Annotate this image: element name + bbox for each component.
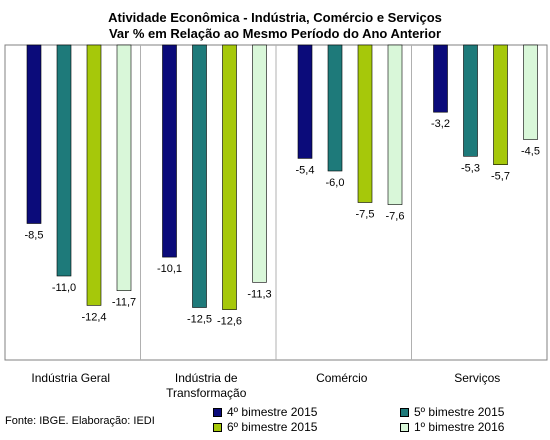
legend-item-6bim-2015: 6º bimestre 2015 (213, 420, 317, 434)
legend-item-4bim-2015: 4º bimestre 2015 (213, 405, 317, 419)
bar (493, 44, 508, 165)
bar (116, 44, 132, 291)
bar (433, 44, 448, 113)
bar (162, 44, 177, 258)
legend-label: 6º bimestre 2015 (227, 420, 318, 434)
data-label: -11,7 (112, 297, 136, 309)
category-label: Serviços (454, 371, 500, 385)
bar (26, 44, 42, 224)
data-label: -12,4 (81, 311, 106, 323)
bar (463, 44, 478, 157)
legend-item-5bim-2015: 5º bimestre 2015 (400, 405, 504, 419)
bar (192, 44, 207, 308)
data-label: -7,6 (386, 211, 405, 223)
bar (297, 44, 313, 159)
bar (222, 44, 237, 310)
data-label: -5,3 (461, 162, 480, 174)
source-note: Fonte: IBGE. Elaboração: IEDI (5, 415, 155, 427)
data-label: -11,3 (247, 288, 271, 300)
bar (523, 44, 538, 140)
chart-subtitle: Var % em Relação ao Mesmo Período do Ano… (108, 26, 442, 41)
legend-label: 4º bimestre 2015 (227, 405, 318, 419)
legend-swatch (213, 422, 222, 432)
category-label: Transformação (166, 386, 247, 400)
bar (357, 44, 373, 203)
bar (387, 44, 403, 205)
data-label: -5,4 (296, 164, 315, 176)
data-label: -7,5 (356, 209, 375, 221)
bar (327, 44, 343, 172)
legend-label: 5º bimestre 2015 (414, 405, 505, 419)
legend-swatch (213, 407, 222, 417)
data-label: -3,2 (431, 118, 450, 130)
chart-title: Atividade Econômica - Indústria, Comérci… (108, 10, 442, 25)
bar (252, 44, 267, 283)
data-label: -11,0 (52, 282, 76, 294)
bar (86, 44, 102, 306)
data-label: -12,5 (187, 314, 212, 326)
bar (56, 44, 72, 277)
category-label: Indústria de (175, 371, 238, 385)
data-label: -5,7 (491, 171, 510, 183)
legend-swatch (400, 422, 409, 432)
data-label: -6,0 (326, 177, 345, 189)
data-label: -12,6 (217, 316, 242, 328)
legend-swatch (400, 407, 409, 417)
data-label: -8,5 (25, 230, 44, 242)
legend-label: 1º bimestre 2016 (414, 420, 505, 434)
legend-item-1bim-2016: 1º bimestre 2016 (400, 420, 504, 434)
data-label: -4,5 (521, 146, 540, 158)
category-label: Comércio (316, 371, 368, 385)
data-label: -10,1 (157, 263, 182, 275)
category-label: Indústria Geral (31, 371, 110, 385)
